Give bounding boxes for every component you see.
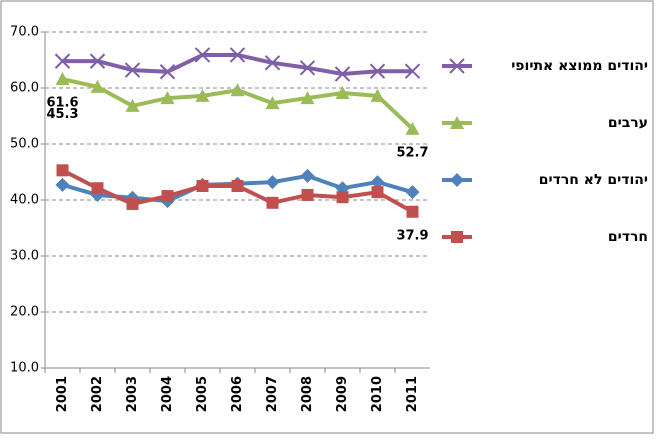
marker xyxy=(404,63,421,79)
x-tick-label: 2006 xyxy=(230,376,245,412)
marker xyxy=(299,60,316,76)
marker xyxy=(55,72,70,86)
data-label: 52.7 xyxy=(396,145,428,160)
x-tick-label: 2003 xyxy=(125,376,140,412)
marker xyxy=(194,47,211,63)
legend-label: יהודים ממוצא אתיופי xyxy=(511,58,648,74)
marker xyxy=(334,66,351,82)
marker xyxy=(371,186,384,199)
marker xyxy=(126,197,139,210)
marker xyxy=(124,62,141,78)
marker xyxy=(406,205,419,218)
y-tick-label: 60.0 xyxy=(10,81,39,96)
x-tick-label: 2005 xyxy=(195,376,210,412)
x-tick-label: 2004 xyxy=(160,376,175,412)
marker xyxy=(161,190,174,203)
marker xyxy=(196,180,209,192)
marker xyxy=(230,83,245,97)
x-tick-label: 2007 xyxy=(265,376,280,412)
data-label: 61.6 xyxy=(46,96,78,111)
marker xyxy=(54,53,71,69)
marker xyxy=(195,88,210,102)
legend-label: חרדים xyxy=(608,229,648,245)
marker xyxy=(449,58,465,74)
x-tick-label: 2001 xyxy=(55,376,70,412)
marker xyxy=(405,185,420,200)
marker xyxy=(370,175,385,190)
marker xyxy=(90,79,105,93)
marker xyxy=(160,91,175,105)
x-tick-label: 2008 xyxy=(300,376,315,412)
marker xyxy=(229,47,246,63)
marker xyxy=(159,64,176,80)
data-label: 37.9 xyxy=(396,228,428,243)
x-tick-label: 2002 xyxy=(90,376,105,412)
marker xyxy=(91,182,104,195)
marker xyxy=(369,63,386,79)
legend-label: ערבים xyxy=(608,115,648,131)
marker xyxy=(56,164,69,177)
marker xyxy=(336,191,349,204)
data-label: 45.3 xyxy=(46,107,78,122)
marker xyxy=(264,55,281,71)
y-tick-label: 30.0 xyxy=(10,249,39,264)
x-tick-label: 2011 xyxy=(405,376,420,412)
marker xyxy=(55,177,70,192)
marker xyxy=(265,96,280,110)
y-tick-label: 20.0 xyxy=(10,305,39,320)
legend-label: יהודים לא חרדים xyxy=(539,172,648,188)
y-tick-label: 40.0 xyxy=(10,193,39,208)
marker xyxy=(301,188,314,201)
marker xyxy=(451,231,463,243)
y-tick-label: 70.0 xyxy=(10,25,39,40)
marker xyxy=(266,196,279,209)
marker xyxy=(300,91,315,105)
x-tick-label: 2009 xyxy=(335,376,350,412)
marker xyxy=(335,86,350,100)
marker xyxy=(370,88,385,102)
marker xyxy=(231,180,244,192)
marker xyxy=(405,121,420,135)
marker xyxy=(265,175,280,190)
marker xyxy=(450,173,464,187)
marker xyxy=(450,116,464,129)
marker xyxy=(89,53,106,69)
x-tick-label: 2010 xyxy=(370,376,385,412)
marker xyxy=(300,168,315,183)
y-tick-label: 10.0 xyxy=(10,361,39,376)
marker xyxy=(125,98,140,112)
y-tick-label: 50.0 xyxy=(10,137,39,152)
